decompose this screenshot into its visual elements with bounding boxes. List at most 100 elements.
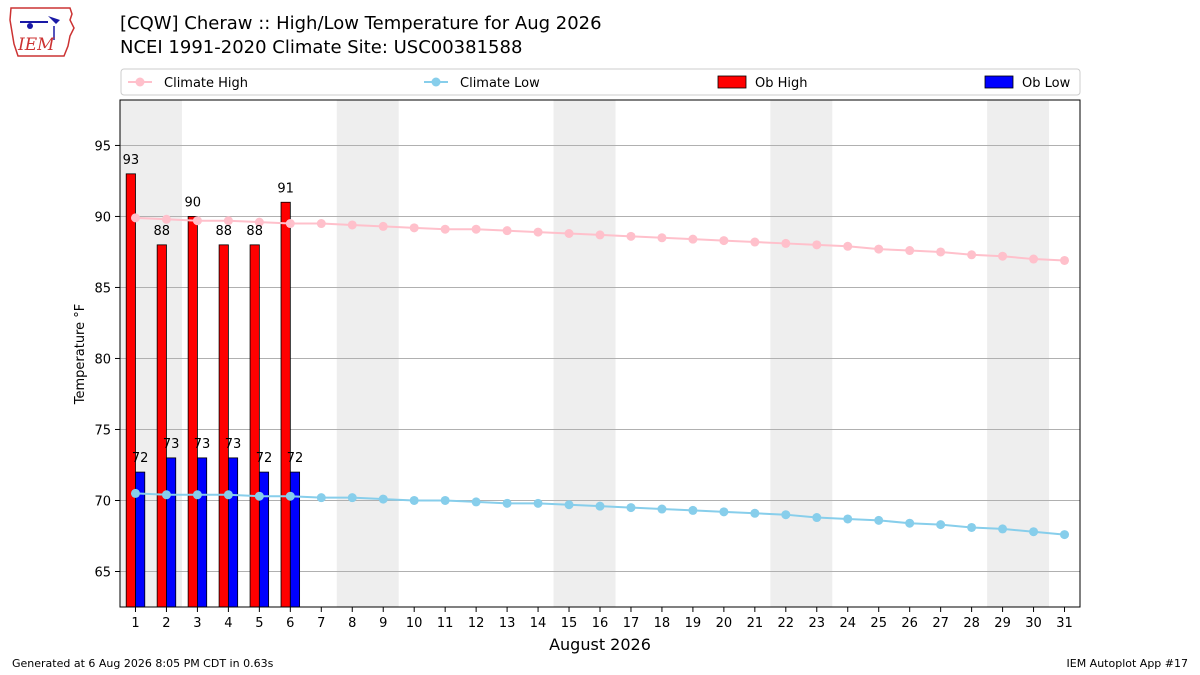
legend-marker: [135, 77, 145, 87]
ob-high-bar: [125, 173, 136, 608]
x-tick-label: 5: [255, 616, 263, 631]
generated-timestamp: Generated at 6 Aug 2026 8:05 PM CDT in 0…: [12, 657, 274, 670]
climate-low-point: [440, 495, 450, 505]
x-tick-label: 7: [317, 616, 325, 631]
climate-low-point: [1029, 527, 1039, 537]
climate-low-point: [657, 504, 667, 514]
legend-label: Ob Low: [1022, 76, 1071, 91]
ob-high-bar: [280, 201, 291, 608]
climate-low-point: [254, 491, 264, 501]
data-labels: 93 88 90 88 88 91 72 73 73 73 72 72: [123, 153, 304, 466]
climate-high-point: [192, 216, 202, 226]
climate-low-point: [719, 507, 729, 517]
ob-high-label: 88: [154, 224, 171, 239]
y-axis-label: Temperature °F: [73, 304, 88, 405]
legend-bar-swatch: [717, 75, 747, 89]
climate-low-point: [564, 500, 574, 510]
x-tick-label: 30: [1025, 616, 1042, 631]
climate-high-point: [936, 247, 946, 257]
ob-high-label: 91: [277, 181, 294, 196]
climate-high-point: [812, 240, 822, 250]
ob-low-label: 73: [194, 437, 211, 452]
climate-high-point: [874, 244, 884, 254]
ob-low-label: 72: [287, 451, 304, 466]
x-axis-label: August 2026: [549, 635, 651, 654]
x-tick-label: 23: [809, 616, 826, 631]
x-tick-label: 9: [379, 616, 387, 631]
x-tick-label: 6: [286, 616, 294, 631]
climate-high-point: [161, 214, 171, 224]
ob-high-label: 93: [123, 153, 140, 168]
climate-low-point: [502, 498, 512, 508]
climate-low-point: [626, 503, 636, 513]
x-tick-label: 18: [654, 616, 671, 631]
y-tick-label: 90: [94, 210, 111, 225]
x-tick-label: 26: [901, 616, 918, 631]
ob-high-bar: [156, 244, 167, 608]
climate-high-point: [1060, 255, 1070, 265]
climate-high-point: [998, 251, 1008, 261]
climate-high-point: [130, 213, 140, 223]
climate-low-point: [936, 520, 946, 530]
x-tick-label: 15: [561, 616, 578, 631]
ob-high-bar: [249, 244, 260, 608]
climate-low-point: [905, 518, 915, 528]
x-tick-label: 31: [1056, 616, 1073, 631]
x-tick-label: 28: [963, 616, 980, 631]
climate-high-point: [688, 234, 698, 244]
ob-low-label: 73: [225, 437, 242, 452]
climate-low-point: [347, 493, 357, 503]
climate-low-point: [967, 522, 977, 532]
climate-high-point: [595, 230, 605, 240]
ob-high-label: 88: [246, 224, 263, 239]
climate-high-point: [409, 223, 419, 233]
x-tick-label: 3: [193, 616, 201, 631]
legend-bar-swatch: [984, 75, 1014, 89]
climate-low-point: [130, 488, 140, 498]
weekend-band: [770, 100, 833, 607]
x-tick-label: 22: [778, 616, 795, 631]
iem-logo-icon: IEM: [9, 7, 75, 57]
chart-subtitle: NCEI 1991-2020 Climate Site: USC00381588: [120, 37, 523, 58]
ob-low-bar: [197, 457, 208, 608]
x-tick-label: 21: [747, 616, 764, 631]
x-tick-label: 11: [437, 616, 454, 631]
climate-low-point: [874, 515, 884, 525]
ob-low-bar: [227, 457, 239, 608]
climate-low-point: [595, 501, 605, 511]
x-tick-label: 14: [530, 616, 547, 631]
grid-lines: [120, 144, 1080, 572]
climate-low-point: [409, 495, 419, 505]
x-tick-label: 17: [623, 616, 640, 631]
legend-box: [120, 68, 1081, 96]
weekend-band: [553, 100, 616, 607]
legend-label: Climate Low: [460, 76, 540, 91]
x-tick-label: 19: [685, 616, 702, 631]
y-tick-label: 80: [94, 352, 111, 367]
climate-low-point: [223, 490, 233, 500]
climate-low-point: [812, 513, 822, 523]
ob-high-bar: [218, 244, 229, 608]
climate-low-point: [471, 497, 481, 507]
climate-high-point: [967, 250, 977, 260]
climate-low-point: [161, 490, 171, 500]
weekend-band: [336, 100, 399, 607]
climate-high-point: [223, 216, 233, 226]
climate-low-point: [316, 493, 326, 503]
climate-low-point: [378, 494, 388, 504]
climate-high-point: [440, 224, 450, 234]
climate-low-point: [998, 524, 1008, 534]
climate-high-point: [750, 237, 760, 247]
app-id-label: IEM Autoplot App #17: [1066, 657, 1189, 670]
y-tick-label: 70: [94, 494, 111, 509]
x-tick-label: 8: [348, 616, 356, 631]
climate-low-point: [750, 508, 760, 518]
x-tick-label: 10: [406, 616, 423, 631]
x-tick-label: 2: [162, 616, 170, 631]
climate-high-point: [285, 219, 295, 229]
y-tick-label: 95: [94, 139, 111, 154]
y-tick-label: 85: [94, 281, 111, 296]
weekend-band: [987, 100, 1050, 607]
climate-low-point: [192, 490, 202, 500]
